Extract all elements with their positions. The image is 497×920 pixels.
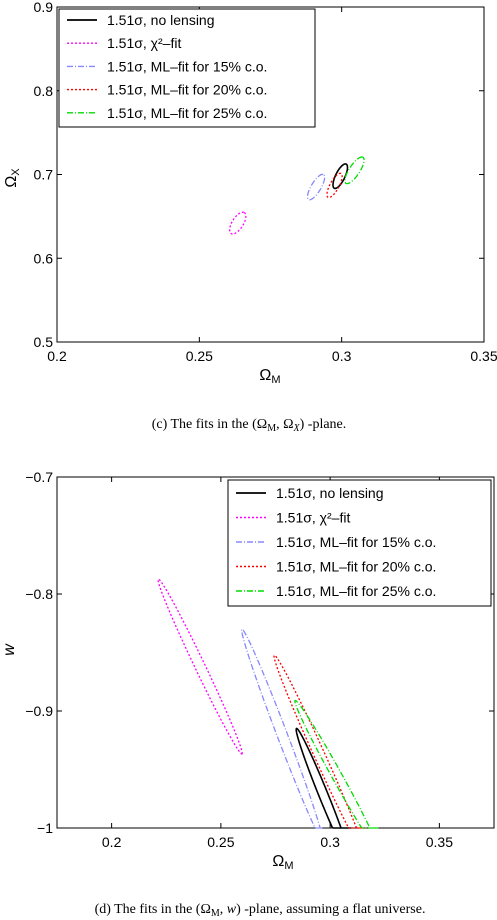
y-tick-label: 0.9 (34, 0, 54, 15)
legend-label: 1.51σ, ML–fit for 15% c.o. (107, 58, 267, 74)
contour-line-0 (332, 163, 349, 190)
caption: (c) The fits in the (ΩM, ΩX) -plane. (152, 417, 347, 434)
contour-line-3 (326, 172, 343, 199)
legend-label: 1.51σ, χ²–fit (276, 510, 350, 526)
contour-group (157, 578, 379, 829)
contour-line-4 (294, 699, 379, 829)
x-tick-label: 0.3 (320, 834, 340, 850)
contour-line-1 (157, 578, 243, 755)
legend-label: 1.51σ, ML–fit for 25% c.o. (276, 583, 436, 599)
x-tick-label: 0.35 (426, 834, 453, 850)
legend-entries: 1.51σ, no lensing 1.51σ, χ²–fit 1.51σ, ML–… (67, 12, 267, 121)
contour-line-2 (306, 173, 326, 201)
y-axis-label: ΩX (3, 168, 22, 188)
caption: (d) The fits in the (ΩM, w) -plane, assu… (95, 902, 426, 919)
chart-panel-d: 0.2 0.25 0.3 0.35 −0.7 −0.8 −0.9 −1 w ΩM 1.51σ,… (1, 469, 495, 919)
y-tick-label: 0.6 (34, 250, 54, 266)
legend: 1.51σ, no lensing 1.51σ, χ²–fit 1.51σ, ML–… (227, 479, 492, 607)
contour-line-0 (295, 727, 351, 829)
contour-group (229, 156, 365, 235)
chart-panel-c: 0.2 0.25 0.3 0.35 0.5 0.6 0.7 0.8 0.9 ΩX ΩM 1.51… (3, 0, 497, 434)
legend-label: 1.51σ, ML–fit for 20% c.o. (276, 559, 436, 575)
legend-box (58, 8, 316, 128)
y-tick-label: −1 (37, 820, 53, 836)
legend-label: 1.51σ, no lensing (276, 485, 384, 501)
x-tick-label: 0.25 (207, 834, 234, 850)
y-tick-label: 0.7 (34, 167, 54, 183)
legend-box (227, 479, 492, 607)
y-axis-label: w (1, 643, 18, 656)
x-axis-label: ΩM (259, 367, 280, 386)
x-tick-label: 0.2 (102, 834, 122, 850)
x-axis-label: ΩM (272, 853, 293, 872)
legend-label: 1.51σ, ML–fit for 20% c.o. (107, 82, 267, 98)
plot-frame (56, 476, 495, 829)
contour-line-2 (241, 628, 323, 829)
legend-label: 1.51σ, ML–fit for 25% c.o. (107, 105, 267, 121)
x-tick-label: 0.3 (332, 348, 352, 364)
x-tick-label: 0.25 (186, 348, 213, 364)
y-tick-label: 0.8 (34, 83, 54, 99)
contour-line-1 (229, 211, 247, 235)
y-tick-label: −0.9 (25, 703, 53, 719)
y-tick-label: −0.8 (25, 586, 53, 602)
legend-label: 1.51σ, ML–fit for 15% c.o. (276, 534, 436, 550)
y-tick-label: −0.7 (25, 469, 53, 485)
legend-entries: 1.51σ, no lensing 1.51σ, χ²–fit 1.51σ, ML–… (236, 485, 436, 599)
tick-group: 0.2 0.25 0.3 0.35 0.5 0.6 0.7 0.8 0.9 (34, 0, 497, 364)
legend-label: 1.51σ, no lensing (107, 12, 215, 28)
legend-label: 1.51σ, χ²–fit (107, 35, 181, 51)
tick-group: 0.2 0.25 0.3 0.35 −0.7 −0.8 −0.9 −1 (25, 469, 494, 850)
contour-line-4 (344, 156, 365, 185)
x-tick-label: 0.2 (47, 348, 67, 364)
legend: 1.51σ, no lensing 1.51σ, χ²–fit 1.51σ, ML–… (58, 8, 316, 128)
y-tick-label: 0.5 (34, 334, 54, 350)
contour-line-3 (273, 654, 365, 829)
x-tick-label: 0.35 (470, 348, 497, 364)
